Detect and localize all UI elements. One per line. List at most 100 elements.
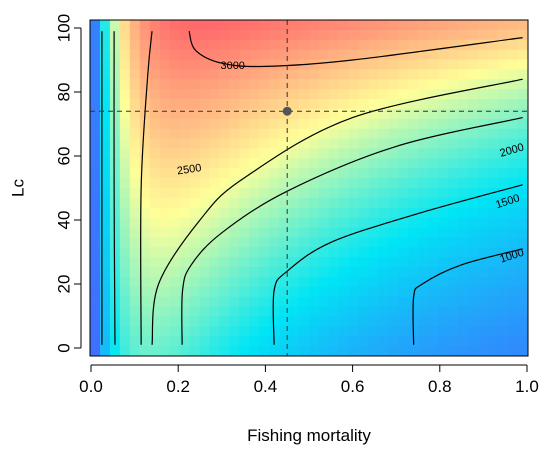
heatmap-cell [189,306,201,318]
heatmap-cell [508,108,519,120]
heatmap-cell [348,59,360,71]
heatmap-cell [348,69,360,80]
heatmap-cell [348,296,360,308]
heatmap-cell [139,197,151,209]
heatmap-cell [388,326,400,337]
heatmap-cell [129,336,141,347]
heatmap-cell [309,306,320,318]
heatmap-cell [309,59,320,71]
heatmap-cell [199,227,211,239]
heatmap-cell [149,20,161,31]
heatmap-cell [299,247,310,258]
heatmap-cell [468,158,479,169]
heatmap-cell [199,296,211,308]
heatmap-cell [99,158,111,169]
heatmap-cell [119,257,131,268]
heatmap-cell [508,257,519,268]
heatmap-cell [289,237,300,248]
heatmap-cell [159,237,171,248]
heatmap-cell [259,276,270,288]
heatmap-cell [239,247,250,258]
heatmap-cell [458,29,469,41]
heatmap-cell [299,29,310,41]
heatmap-cell [358,276,370,288]
heatmap-cell [219,257,230,268]
x-axis-title: Fishing mortality [247,426,371,445]
heatmap-cell [109,257,121,268]
heatmap-cell [408,99,420,110]
heatmap-cell [398,168,410,179]
heatmap-cell [239,296,250,308]
heatmap-cell [119,306,131,318]
heatmap-cell [229,257,240,268]
heatmap-cell [428,227,439,239]
heatmap-cell [508,89,519,100]
heatmap-cell [119,178,131,189]
heatmap-cell [338,49,350,61]
heatmap-cell [438,108,449,120]
heatmap-cell [338,257,350,268]
heatmap-cell [269,316,280,327]
heatmap-cell [279,306,290,318]
heatmap-cell [468,237,479,248]
heatmap-cell [109,247,121,258]
heatmap-cell [269,227,280,239]
heatmap-cell [149,89,161,100]
heatmap-cell [338,227,350,239]
heatmap-cell [259,247,270,258]
heatmap-cell [259,168,270,179]
heatmap-cell [259,20,270,31]
heatmap-cell [289,197,300,209]
heatmap-cell [209,207,220,219]
heatmap-cell [498,39,509,51]
heatmap-cell [99,257,111,268]
heatmap-cell [418,286,430,298]
heatmap-cell [328,257,340,268]
heatmap-cell [139,306,151,318]
heatmap-cell [348,286,360,298]
heatmap-cell [249,247,260,258]
heatmap-cell [378,316,390,327]
heatmap-cell [239,207,250,219]
heatmap-cell [179,89,191,100]
heatmap-cell [199,188,211,199]
heatmap-cell [348,178,360,189]
heatmap-cell [438,197,449,209]
heatmap-cell [119,168,131,179]
heatmap-cell [149,39,161,51]
heatmap-cell [219,178,230,189]
heatmap-cell [398,29,410,41]
heatmap-cell [229,138,240,150]
heatmap-cell [259,89,270,100]
heatmap-cell [179,178,191,189]
heatmap-cell [219,296,230,308]
heatmap-cell [149,138,161,150]
heatmap-cell [299,296,310,308]
heatmap-cell [378,20,390,31]
heatmap-cell [418,138,430,150]
heatmap-cell [368,267,380,278]
heatmap-cell [219,49,230,61]
heatmap-cell [309,197,320,209]
heatmap-cell [309,20,320,31]
heatmap-cell [139,326,151,337]
heatmap-cell [318,49,330,61]
heatmap-cell [149,276,161,288]
heatmap-cell [289,346,300,356]
heatmap-cell [239,316,250,327]
heatmap-cell [99,227,111,239]
heatmap-cell [199,178,211,189]
heatmap-cell [249,316,260,327]
heatmap-cell [189,118,201,130]
heatmap-cell [279,257,290,268]
heatmap-cell [398,296,410,308]
heatmap-cell [289,138,300,150]
heatmap-cell [259,79,270,90]
heatmap-cell [508,227,519,239]
heatmap-cell [99,178,111,189]
heatmap-cell [458,158,469,169]
heatmap-cell [149,158,161,169]
heatmap-cell [219,148,230,159]
heatmap-cell [129,188,141,199]
heatmap-cell [498,178,509,189]
